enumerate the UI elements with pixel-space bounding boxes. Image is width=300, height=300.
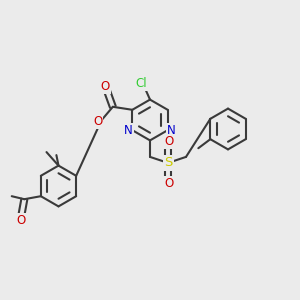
- Text: N: N: [167, 124, 176, 137]
- Text: S: S: [164, 156, 173, 170]
- Text: O: O: [164, 177, 173, 190]
- Text: O: O: [93, 115, 102, 128]
- Text: O: O: [17, 214, 26, 227]
- Text: O: O: [164, 135, 173, 148]
- Text: O: O: [101, 80, 110, 93]
- Text: N: N: [124, 124, 133, 137]
- Text: Cl: Cl: [135, 76, 147, 90]
